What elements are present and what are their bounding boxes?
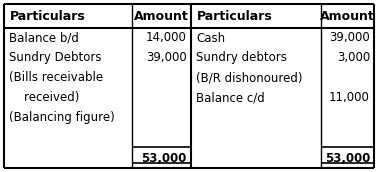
Text: Particulars: Particulars xyxy=(197,9,273,23)
Text: Balance c/d: Balance c/d xyxy=(196,92,265,105)
Text: received): received) xyxy=(9,92,79,105)
Text: (Balancing figure): (Balancing figure) xyxy=(9,111,115,125)
Text: 53,000: 53,000 xyxy=(325,152,370,164)
Text: (B/R dishonoured): (B/R dishonoured) xyxy=(196,72,302,84)
Text: Particulars: Particulars xyxy=(10,9,86,23)
Text: Cash: Cash xyxy=(196,31,225,45)
Text: 14,000: 14,000 xyxy=(146,31,187,45)
Text: 3,000: 3,000 xyxy=(337,51,370,64)
Text: Amount: Amount xyxy=(320,9,375,23)
Text: (Bills receivable: (Bills receivable xyxy=(9,72,103,84)
Text: 39,000: 39,000 xyxy=(329,31,370,45)
Text: 39,000: 39,000 xyxy=(146,51,187,64)
Text: Balance b/d: Balance b/d xyxy=(9,31,79,45)
Text: Amount: Amount xyxy=(134,9,189,23)
Text: 11,000: 11,000 xyxy=(329,92,370,105)
Text: 53,000: 53,000 xyxy=(141,152,187,164)
Text: Sundry Debtors: Sundry Debtors xyxy=(9,51,102,64)
Text: Sundry debtors: Sundry debtors xyxy=(196,51,287,64)
